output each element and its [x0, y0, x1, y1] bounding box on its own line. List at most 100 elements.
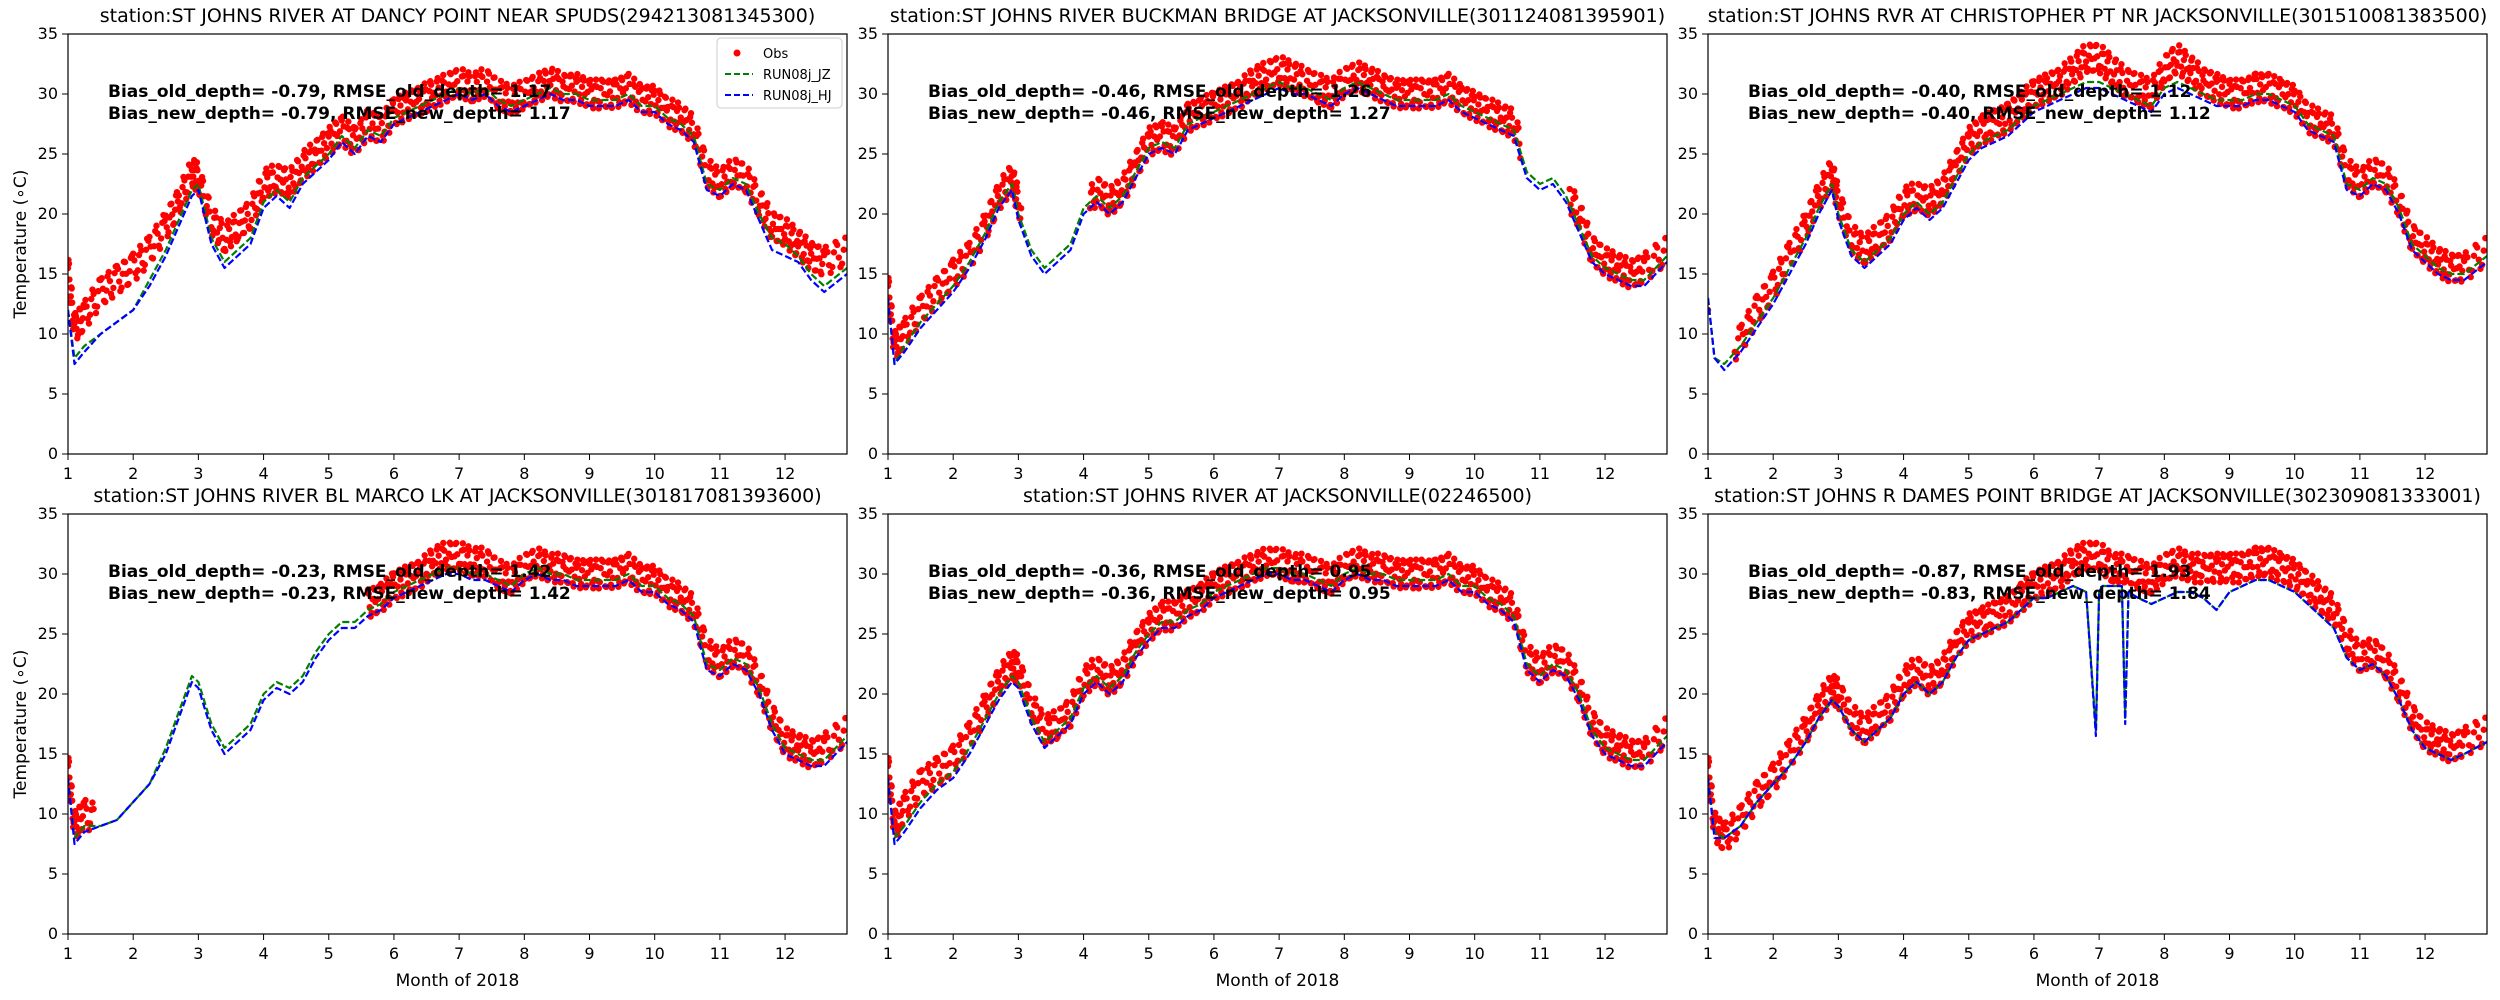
obs-point [2075, 57, 2082, 65]
y-tick-label: 0 [1688, 444, 1698, 463]
obs-point [662, 94, 670, 101]
obs-point [2281, 579, 2288, 586]
obs-point [1458, 84, 1465, 91]
obs-point [908, 313, 915, 321]
obs-point [1751, 787, 1758, 795]
obs-point [802, 733, 809, 741]
obs-point [1545, 643, 1553, 651]
obs-series [68, 539, 847, 840]
obs-point [1985, 109, 1992, 116]
obs-point [1585, 704, 1592, 711]
obs-point [1507, 105, 1515, 112]
obs-point [575, 76, 582, 84]
obs-point [806, 258, 813, 265]
obs-point [2191, 579, 2199, 586]
obs-point [721, 653, 728, 660]
obs-point [516, 78, 523, 85]
obs-point [442, 556, 450, 563]
x-tick-label: 12 [2415, 944, 2435, 963]
obs-point [574, 70, 581, 78]
y-tick-label: 20 [858, 204, 878, 223]
obs-point [1763, 293, 1770, 301]
obs-point [2365, 636, 2373, 643]
obs-point [2215, 555, 2222, 563]
obs-point [674, 579, 682, 586]
obs-point [1591, 713, 1599, 720]
obs-point [809, 738, 817, 745]
obs-point [1089, 186, 1097, 193]
obs-point [1809, 208, 1816, 215]
obs-point [377, 112, 385, 119]
obs-point [1715, 825, 1722, 833]
obs-point [1927, 192, 1934, 199]
obs-point [2087, 43, 2094, 50]
obs-point [2169, 547, 2176, 555]
obs-point [2156, 554, 2163, 562]
obs-point [1031, 695, 1039, 702]
obs-point [2192, 77, 2200, 85]
obs-point [394, 583, 401, 590]
obs-point [1274, 557, 1281, 564]
obs-series [1708, 539, 2487, 852]
obs-point [651, 567, 658, 574]
obs-point [1495, 584, 1503, 591]
obs-point [1578, 678, 1585, 686]
obs-point [1639, 268, 1646, 275]
x-tick-label: 4 [258, 464, 268, 483]
jz-series-line [68, 86, 847, 360]
obs-point [1916, 181, 1923, 189]
obs-point [790, 732, 797, 739]
obs-point [731, 166, 738, 174]
obs-point [923, 779, 930, 786]
obs-point [1502, 103, 1509, 110]
obs-point [989, 208, 996, 215]
obs-point [977, 716, 985, 724]
obs-point [1203, 91, 1210, 99]
chart-title: station:ST JOHNS RIVER BL MARCO LK AT JA… [93, 485, 821, 507]
obs-point [1362, 552, 1369, 559]
obs-point [1837, 694, 1845, 701]
x-axis-label: Month of 2018 [396, 971, 520, 991]
obs-point [2157, 67, 2164, 74]
obs-point [2361, 649, 2368, 656]
obs-point [497, 557, 505, 565]
obs-point [628, 101, 635, 109]
obs-point [491, 74, 498, 81]
obs-point [1878, 219, 1885, 226]
obs-point [712, 643, 720, 650]
obs-point [1019, 667, 1027, 674]
obs-point [2187, 567, 2194, 575]
obs-point [1965, 133, 1972, 140]
obs-point [567, 71, 575, 78]
obs-point [2054, 66, 2062, 74]
x-tick-label: 2 [128, 944, 138, 963]
obs-point [2163, 52, 2171, 59]
obs-point [842, 234, 847, 241]
obs-point [949, 742, 957, 749]
obs-point [2011, 589, 2018, 596]
obs-point [133, 275, 140, 282]
obs-point [140, 267, 147, 274]
obs-point [926, 292, 934, 299]
obs-point [2208, 562, 2216, 569]
obs-point [1738, 321, 1745, 329]
obs-point [2327, 590, 2335, 597]
obs-point [1801, 721, 1808, 729]
y-tick-label: 20 [858, 684, 878, 703]
obs-point [2150, 71, 2158, 79]
obs-point [2244, 89, 2251, 97]
obs-point [764, 687, 771, 695]
obs-point [102, 298, 109, 306]
y-tick-label: 5 [48, 864, 58, 883]
obs-point [1622, 733, 1629, 741]
obs-point [396, 566, 403, 573]
obs-point [1318, 78, 1326, 85]
obs-point [302, 155, 309, 162]
obs-point [973, 705, 980, 713]
obs-point [121, 258, 129, 266]
obs-point [1985, 601, 1992, 608]
obs-point [2480, 247, 2487, 254]
obs-point [1811, 202, 1819, 209]
obs-point [1464, 563, 1471, 570]
